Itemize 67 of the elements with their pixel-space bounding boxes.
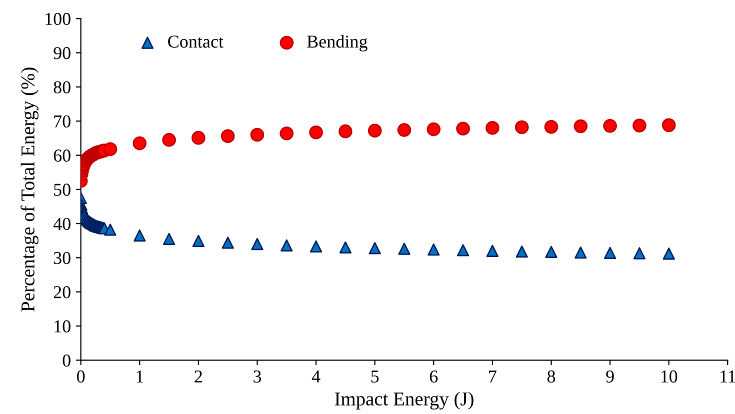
point	[603, 118, 617, 133]
point	[368, 242, 381, 254]
point	[456, 122, 470, 136]
x-tick-label: 5	[371, 370, 379, 383]
x-tick-label: 0	[77, 370, 85, 383]
y-tick-label: 30	[54, 252, 70, 264]
y-tick-label: 40	[53, 218, 70, 230]
point	[251, 238, 264, 250]
point	[220, 129, 235, 144]
point	[574, 246, 587, 259]
x-tick-label: 9	[606, 370, 614, 383]
point	[104, 224, 116, 236]
point	[222, 236, 234, 249]
point	[544, 120, 558, 134]
point	[486, 121, 500, 135]
point	[662, 248, 675, 260]
y-tick-label: 10	[54, 320, 70, 332]
point	[545, 246, 558, 258]
x-tick-label: 10	[661, 370, 678, 383]
point	[428, 243, 440, 256]
point	[398, 242, 410, 255]
point	[280, 126, 294, 140]
point	[604, 246, 616, 260]
point	[134, 229, 146, 242]
x-tick-label: 8	[547, 370, 556, 383]
point	[250, 128, 264, 142]
legend-label: Contact	[168, 36, 224, 48]
x-tick-label: 2	[194, 370, 202, 382]
point	[633, 247, 646, 260]
point	[574, 119, 588, 134]
point	[339, 241, 352, 254]
point	[397, 123, 412, 137]
point	[192, 130, 206, 145]
x-tick-label: 4	[312, 370, 320, 382]
point	[310, 240, 322, 253]
point	[426, 122, 441, 136]
point	[368, 124, 382, 138]
point	[162, 132, 176, 147]
point	[662, 118, 676, 132]
x-axis-title: Impact Energy (J)	[334, 392, 474, 410]
y-tick-label: 0	[62, 354, 70, 367]
point	[192, 234, 205, 248]
y-tick-label: 50	[54, 184, 70, 196]
point	[103, 142, 118, 156]
point	[309, 125, 323, 140]
x-tick-label: 3	[254, 370, 262, 383]
y-tick-label: 100	[46, 12, 70, 26]
point	[280, 239, 293, 252]
y-tick-label: 90	[54, 47, 70, 60]
y-tick-label: 80	[54, 81, 70, 94]
legend-label: Bending	[307, 34, 368, 52]
point	[516, 245, 528, 258]
point	[514, 120, 529, 134]
point	[162, 232, 176, 246]
x-tick-label: 7	[489, 370, 496, 382]
x-tick-label: 1	[136, 370, 144, 382]
y-axis-title: Percentage of Total Energy (%)	[20, 68, 38, 312]
point	[456, 244, 470, 256]
point	[632, 118, 646, 132]
x-tick-label: 6	[430, 370, 438, 383]
y-tick-label: 70	[54, 115, 70, 128]
point	[132, 136, 147, 150]
point	[486, 244, 499, 257]
y-tick-label: 60	[54, 150, 70, 162]
point	[338, 124, 352, 138]
y-tick-label: 20	[54, 286, 70, 298]
x-tick-label: 11	[720, 370, 735, 382]
